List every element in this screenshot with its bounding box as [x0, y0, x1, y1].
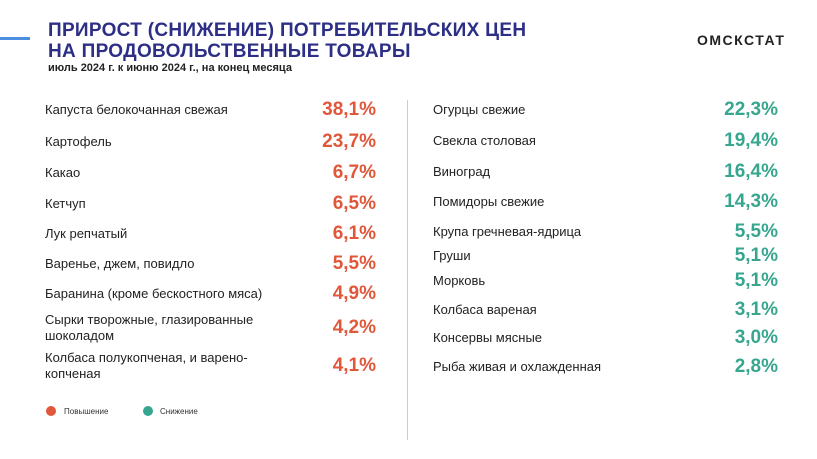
item-value: 5,5%: [332, 253, 376, 274]
item-name: Лук репчатый: [45, 226, 128, 241]
legend-dot: [143, 406, 153, 416]
item-name: Рыба живая и охлажденная: [433, 359, 602, 374]
item-name: Морковь: [433, 273, 486, 288]
legend-dot: [46, 406, 56, 416]
title-line: НА ПРОДОВОЛЬСТВЕННЫЕ ТОВАРЫ: [48, 41, 411, 62]
brand: ОМСКСТАТ: [697, 32, 786, 48]
item-value: 6,5%: [332, 193, 376, 214]
item-name: Свекла столовая: [433, 133, 536, 148]
item-value: 5,1%: [734, 270, 778, 291]
item-name: Варенье, джем, повидло: [45, 256, 195, 271]
title-line: ПРИРОСТ (СНИЖЕНИЕ) ПОТРЕБИТЕЛЬСКИХ ЦЕН: [48, 20, 527, 41]
item-name: Кетчуп: [45, 196, 86, 211]
item-name: Помидоры свежие: [433, 194, 545, 209]
item-name: Консервы мясные: [433, 330, 543, 345]
item-value: 38,1%: [322, 99, 376, 120]
item-value: 14,3%: [724, 191, 778, 212]
item-name: Какао: [45, 165, 81, 180]
item-value: 19,4%: [724, 130, 778, 151]
item-value: 16,4%: [724, 161, 778, 182]
item-value: 4,9%: [332, 283, 376, 304]
accent-line: [0, 37, 30, 40]
item-value: 3,0%: [734, 327, 778, 348]
subtitle: июль 2024 г. к июню 2024 г., на конец ме…: [48, 62, 292, 74]
legend-label: Снижение: [160, 407, 198, 416]
item-value: 5,1%: [734, 245, 778, 266]
item-name: Баранина (кроме бескостного мяса): [45, 286, 263, 301]
item-name: Колбаса полукопченая, и варено-копченая: [45, 350, 248, 381]
item-value: 6,1%: [332, 223, 376, 244]
item-name: Огурцы свежие: [433, 102, 526, 117]
legend-label: Повышение: [64, 407, 109, 416]
item-value: 4,2%: [332, 317, 376, 338]
item-name: Капуста белокочанная свежая: [45, 102, 228, 117]
divider: [407, 100, 408, 440]
item-name: Сырки творожные, глазированные шоколадом: [45, 312, 254, 343]
item-name: Груши: [433, 248, 471, 263]
item-name: Картофель: [45, 134, 112, 149]
item-name: Крупа гречневая-ядрица: [433, 224, 582, 239]
item-name: Виноград: [433, 164, 491, 179]
item-name: Колбаса вареная: [433, 302, 537, 317]
item-value: 22,3%: [724, 99, 778, 120]
item-value: 6,7%: [332, 162, 376, 183]
item-value: 2,8%: [734, 356, 778, 377]
item-value: 3,1%: [734, 299, 778, 320]
item-value: 4,1%: [332, 355, 376, 376]
item-value: 5,5%: [734, 221, 778, 242]
item-value: 23,7%: [322, 131, 376, 152]
